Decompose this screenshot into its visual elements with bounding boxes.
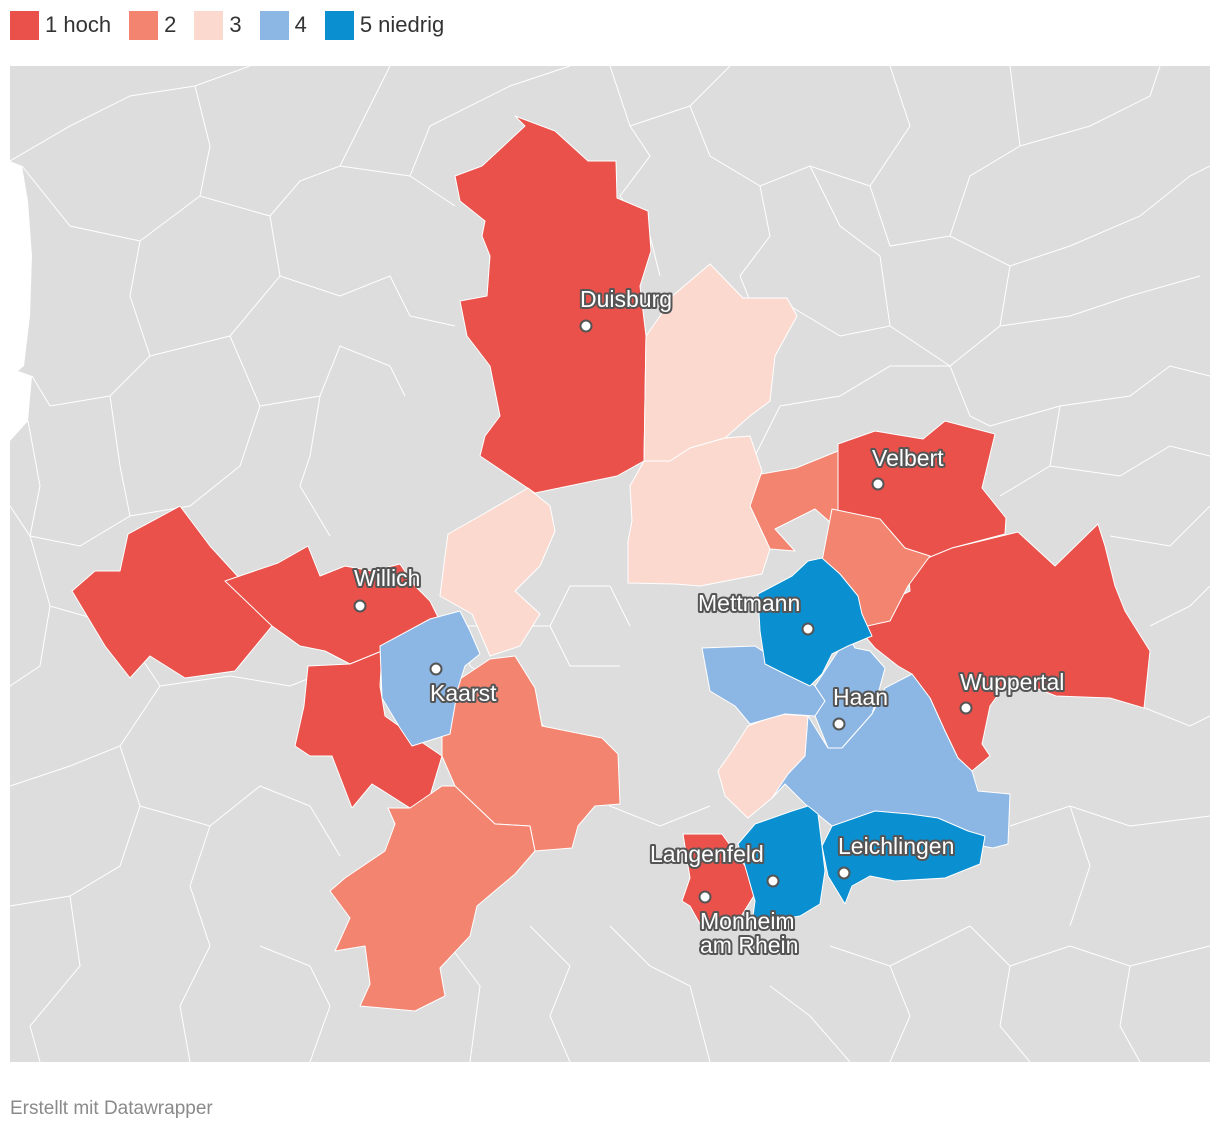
city-marker-leichlingen[interactable] <box>837 866 851 880</box>
water-edge <box>10 161 32 441</box>
city-marker-velbert[interactable] <box>871 477 885 491</box>
region-haan[interactable] <box>814 635 886 749</box>
city-marker-kaarst[interactable] <box>429 662 443 676</box>
region-meerbusch[interactable] <box>439 487 556 657</box>
legend-item-2: 2 <box>129 10 177 40</box>
city-label-willich: Willich <box>354 565 420 591</box>
region-leichlingen[interactable] <box>821 810 986 905</box>
legend-item-1: 1 hoch <box>10 10 112 40</box>
city-label-duisburg: Duisburg <box>580 286 672 312</box>
region-m-lheim[interactable] <box>643 263 798 462</box>
city-label-mettmann: Mettmann <box>698 590 800 616</box>
city-label-line: Velbert <box>872 445 944 471</box>
background-borders <box>10 66 1210 1062</box>
region-monheim-am-rhein[interactable] <box>737 805 826 925</box>
legend-label: 5 niedrig <box>359 12 445 37</box>
city-label-line: am Rhein <box>700 932 798 958</box>
city-marker-monheim-am-rhein[interactable] <box>698 890 712 904</box>
legend-label: 4 <box>294 12 307 37</box>
region-mettmann[interactable] <box>757 557 873 687</box>
city-label-line: Leichlingen <box>838 833 954 859</box>
city-label-line: Monheim <box>700 908 795 934</box>
city-label-line: Duisburg <box>580 286 672 312</box>
legend-item-5: 5 niedrig <box>324 10 445 40</box>
legend: 1 hoch 2 3 4 5 niedrig <box>10 8 462 42</box>
footer-credit: Erstellt mit Datawrapper <box>10 1098 213 1119</box>
city-marker-langenfeld[interactable] <box>766 874 780 888</box>
city-marker-duisburg[interactable] <box>579 319 593 333</box>
city-label-wuppertal: Wuppertal <box>960 669 1064 695</box>
region-wuppertal[interactable] <box>857 523 1151 772</box>
city-label-kaarst: Kaarst <box>430 680 497 706</box>
legend-swatch <box>129 10 159 40</box>
city-label-line: Langenfeld <box>650 841 764 867</box>
city-label-line: Haan <box>833 684 888 710</box>
cities: Duisburg Velbert Willich Mettmann Kaarst Haan… <box>352 284 1066 960</box>
regions <box>71 115 1151 1012</box>
legend-label: 3 <box>229 12 242 37</box>
city-label-line: Mettmann <box>698 590 800 616</box>
region-willich[interactable] <box>224 545 446 665</box>
city-marker-mettmann[interactable] <box>801 622 815 636</box>
legend-swatch <box>259 10 289 40</box>
city-marker-haan[interactable] <box>832 717 846 731</box>
city-label-haan: Haan <box>833 684 888 710</box>
city-label-monheim-am-rhein: Monheim am Rhein <box>700 908 798 958</box>
city-marker-willich[interactable] <box>353 599 367 613</box>
map-area[interactable]: Duisburg Velbert Willich Mettmann Kaarst Haan… <box>10 66 1210 1062</box>
region-grevenbroich[interactable] <box>329 785 536 1012</box>
legend-label: 1 hoch <box>45 12 112 37</box>
legend-item-4: 4 <box>259 10 307 40</box>
legend-label: 2 <box>164 12 177 37</box>
legend-swatch <box>324 10 354 40</box>
region-ratingen[interactable] <box>627 435 771 587</box>
region-duisburg[interactable] <box>454 115 652 494</box>
region-langenfeld[interactable] <box>681 833 756 925</box>
region-solingen[interactable] <box>771 673 1011 849</box>
city-label-velbert: Velbert <box>872 445 944 471</box>
city-label-line: Willich <box>354 565 420 591</box>
legend-swatch <box>10 10 39 40</box>
legend-swatch <box>194 10 224 40</box>
city-label-line: Wuppertal <box>960 669 1064 695</box>
city-label-line: Kaarst <box>430 680 497 706</box>
city-label-leichlingen: Leichlingen <box>838 833 954 859</box>
region-kaarst[interactable] <box>379 610 481 747</box>
map-svg[interactable]: Duisburg Velbert Willich Mettmann Kaarst Haan… <box>10 66 1210 1062</box>
legend-item-3: 3 <box>194 10 242 40</box>
city-label-langenfeld: Langenfeld <box>650 841 764 867</box>
city-marker-wuppertal[interactable] <box>959 701 973 715</box>
